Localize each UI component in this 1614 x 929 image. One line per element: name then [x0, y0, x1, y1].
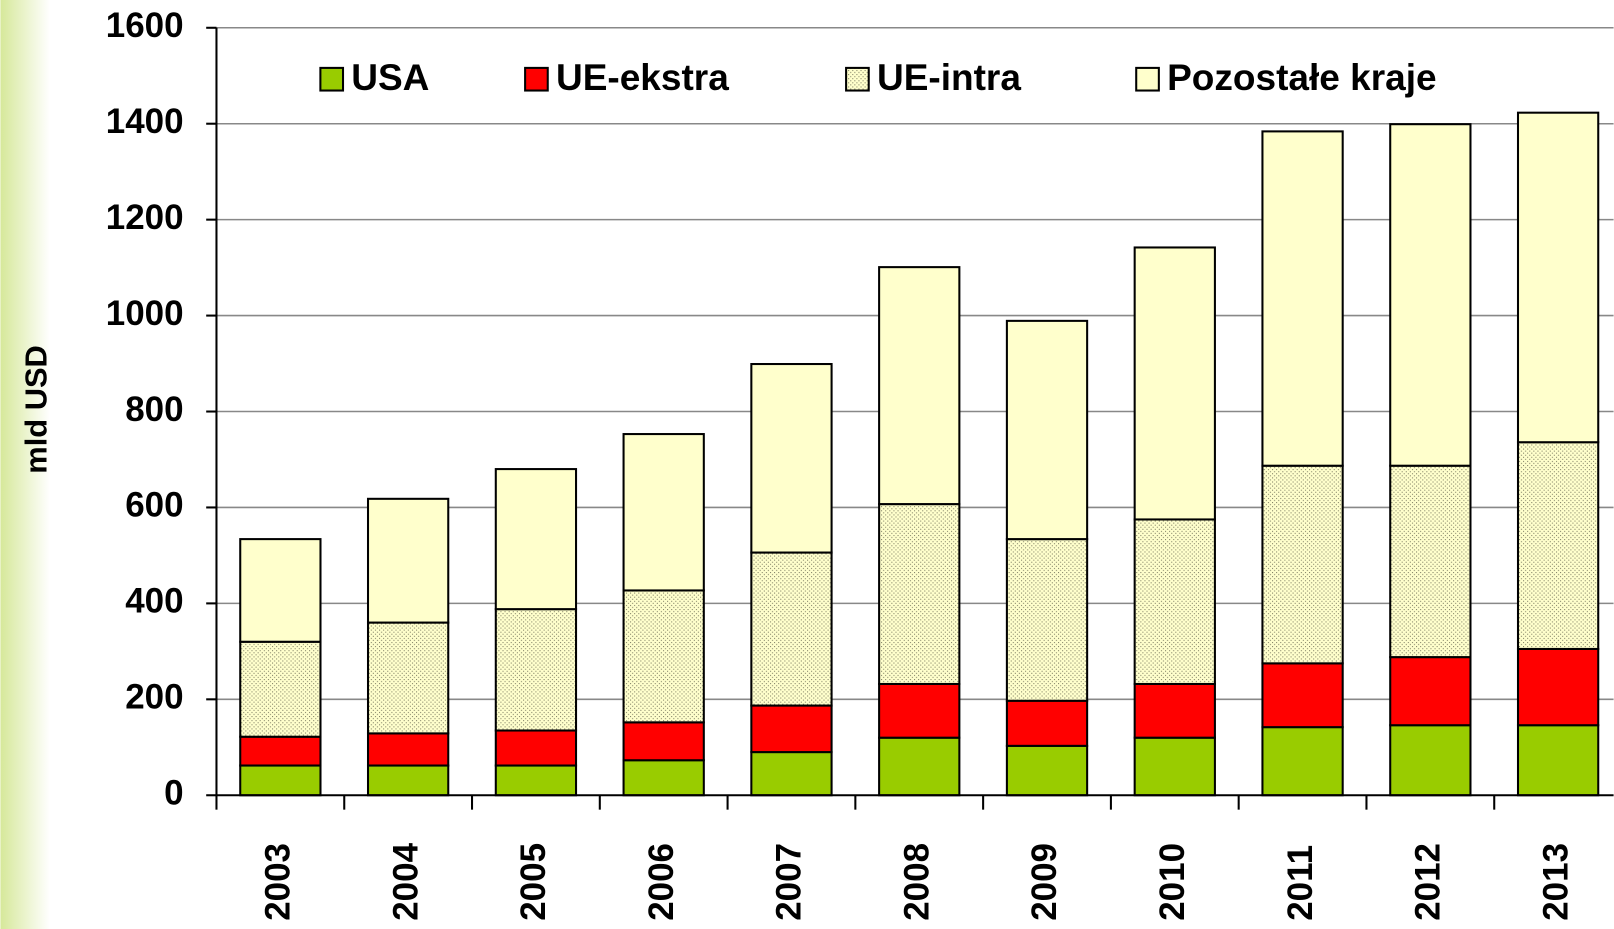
bar-segment — [878, 682, 961, 739]
legend-label: USA — [351, 56, 429, 98]
y-tick-label: 0 — [164, 773, 183, 812]
bar-segment — [239, 764, 322, 797]
bar-segment — [750, 751, 833, 797]
bar-segment — [878, 503, 961, 686]
legend-label: Pozostałe kraje — [1167, 56, 1437, 98]
bar-segment — [878, 736, 961, 797]
x-tick-label: 2008 — [897, 843, 936, 921]
bar-segment — [1133, 682, 1216, 739]
bar-segment — [622, 433, 705, 592]
bar-segment — [1133, 736, 1216, 797]
x-tick-label: 2006 — [642, 843, 681, 921]
bar-segment — [366, 497, 450, 624]
bar-segment — [1389, 656, 1472, 727]
x-tick-label: 2004 — [386, 842, 425, 920]
bar-segment — [1261, 130, 1344, 467]
y-tick-label: 1000 — [106, 294, 184, 333]
bar-segment — [1261, 662, 1344, 729]
bar-segment — [750, 704, 833, 754]
x-tick-label: 2003 — [259, 843, 298, 921]
bar-segment — [1516, 647, 1600, 727]
y-tick-label: 1200 — [106, 198, 184, 237]
bar-segment — [1005, 319, 1089, 541]
x-tick-label: 2012 — [1409, 843, 1448, 921]
side-strip — [0, 0, 50, 929]
bar-segment — [366, 621, 450, 735]
bar-segment — [1261, 464, 1344, 665]
bar-segment — [1516, 724, 1600, 797]
y-tick-label: 1400 — [106, 102, 184, 141]
bar-segment — [494, 608, 578, 732]
bar-segment — [622, 759, 705, 797]
bar-segment — [1516, 441, 1600, 650]
legend-label: UE-ekstra — [556, 56, 729, 98]
y-tick-label: 600 — [125, 486, 183, 525]
bar-segment — [622, 721, 705, 762]
bar-segment — [366, 732, 450, 767]
bar-segment — [366, 764, 450, 797]
bar-segment — [494, 729, 578, 767]
y-tick-label: 800 — [125, 390, 183, 429]
x-tick-label: 2011 — [1281, 845, 1320, 921]
x-tick-label: 2007 — [770, 843, 809, 921]
y-axis-title: mld USD — [19, 345, 54, 474]
x-tick-label: 2013 — [1536, 843, 1575, 921]
y-tick-label: 1600 — [106, 6, 184, 45]
bar-segment — [1389, 724, 1472, 797]
bar-segment — [1516, 111, 1600, 444]
bar-segment — [1005, 744, 1089, 797]
x-tick-label: 2009 — [1025, 843, 1064, 921]
bar-segment — [1133, 518, 1216, 686]
y-tick-label: 200 — [125, 678, 183, 717]
bar-segment — [1005, 699, 1089, 747]
x-tick-label: 2005 — [514, 843, 553, 921]
bar-segment — [878, 266, 961, 506]
bar-segment — [239, 538, 322, 643]
bar-segment — [1261, 726, 1344, 797]
legend-swatch — [845, 66, 870, 92]
bar-segment — [239, 735, 322, 767]
x-tick-label: 2010 — [1153, 843, 1192, 921]
bar-segment — [1389, 123, 1472, 467]
y-tick-label: 400 — [125, 582, 183, 621]
bar-segment — [622, 589, 705, 724]
bar-segment — [1005, 538, 1089, 702]
legend-swatch — [319, 66, 345, 92]
bar-segment — [1389, 464, 1472, 659]
bar-segment — [750, 551, 833, 707]
bar-segment — [494, 468, 578, 611]
legend-swatch — [524, 66, 549, 92]
legend-swatch — [1135, 66, 1160, 92]
bar-segment — [1133, 246, 1216, 521]
bar-segment — [239, 640, 322, 738]
legend-label: UE-intra — [877, 56, 1021, 98]
bar-segment — [750, 363, 833, 554]
bar-segment — [494, 764, 578, 797]
